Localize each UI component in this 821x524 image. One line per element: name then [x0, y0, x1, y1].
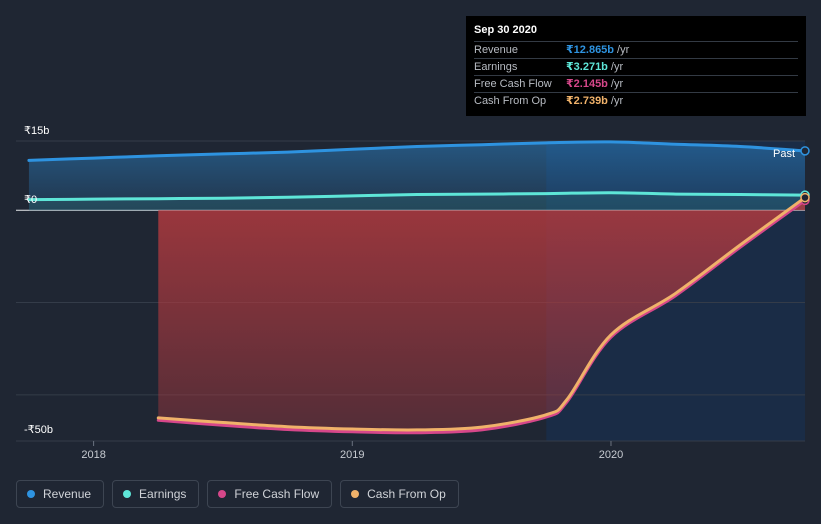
tooltip-row-earnings: Earnings ₹3.271b /yr: [474, 58, 798, 75]
tooltip-value: ₹3.271b: [566, 61, 608, 73]
y-tick-label: ₹15b: [24, 125, 49, 137]
tooltip-row-revenue: Revenue ₹12.865b /yr: [474, 41, 798, 58]
tooltip-unit: /yr: [610, 61, 624, 73]
tooltip: Sep 30 2020 Revenue ₹12.865b /yr Earning…: [466, 16, 806, 116]
tooltip-label: Cash From Op: [474, 95, 547, 107]
legend-label: Revenue: [43, 487, 92, 501]
revenue-end-point: [800, 146, 810, 156]
y-tick-label: -₹50b: [24, 424, 53, 436]
earnings-area: [28, 192, 805, 211]
tooltip-label: Revenue: [474, 44, 519, 56]
legend-item-cash-from-op[interactable]: Cash From Op: [340, 480, 459, 508]
y-tick-label: ₹0: [24, 194, 37, 206]
tooltip-unit: /yr: [610, 95, 624, 107]
tooltip-label: Free Cash Flow: [474, 78, 552, 90]
x-tick-label: 2019: [340, 449, 364, 461]
free-cash-flow-dot-icon: [218, 490, 227, 498]
free-cash-flow-line: [156, 198, 807, 435]
tooltip-row-free-cash-flow: Free Cash Flow ₹2.145b /yr: [474, 75, 798, 92]
tooltip-value: ₹2.739b: [566, 95, 608, 107]
cash-from-op-dot-icon: [351, 490, 360, 498]
series-lines: [27, 140, 810, 435]
legend-label: Earnings: [139, 487, 187, 501]
past-label: Past: [773, 148, 795, 160]
legend-item-earnings[interactable]: Earnings: [112, 480, 200, 508]
tooltip-unit: /yr: [610, 78, 624, 90]
cash-from-op-line: [156, 196, 807, 432]
earnings-dot-icon: [123, 490, 132, 498]
legend-label: Free Cash Flow: [234, 487, 320, 501]
series-areas: [28, 141, 805, 433]
axis-labels: ₹15b ₹0 -₹50b 2018 2019 2020: [24, 125, 623, 461]
chart: ₹15b ₹0 -₹50b 2018 2019 2020 Past: [16, 125, 810, 461]
tooltip-value: ₹12.865b: [566, 44, 615, 56]
earnings-line: [27, 191, 807, 202]
revenue-line: [27, 140, 807, 162]
tooltip-label: Earnings: [474, 61, 518, 73]
legend: Revenue Earnings Free Cash Flow Cash Fro…: [16, 480, 459, 508]
cash-from-op-end-point: [800, 192, 810, 203]
x-tick-label: 2018: [81, 449, 105, 461]
free-cash-flow-area: [158, 200, 805, 433]
tooltip-row-cash-from-op: Cash From Op ₹2.739b /yr: [474, 92, 798, 109]
revenue-dot-icon: [27, 490, 35, 498]
x-tick-label: 2020: [599, 449, 623, 461]
legend-item-free-cash-flow[interactable]: Free Cash Flow: [207, 480, 333, 508]
tooltip-value: ₹2.145b: [566, 78, 608, 90]
tooltip-date: Sep 30 2020: [474, 24, 537, 36]
legend-label: Cash From Op: [367, 487, 446, 501]
tooltip-unit: /yr: [617, 44, 630, 56]
legend-item-revenue[interactable]: Revenue: [16, 480, 105, 508]
